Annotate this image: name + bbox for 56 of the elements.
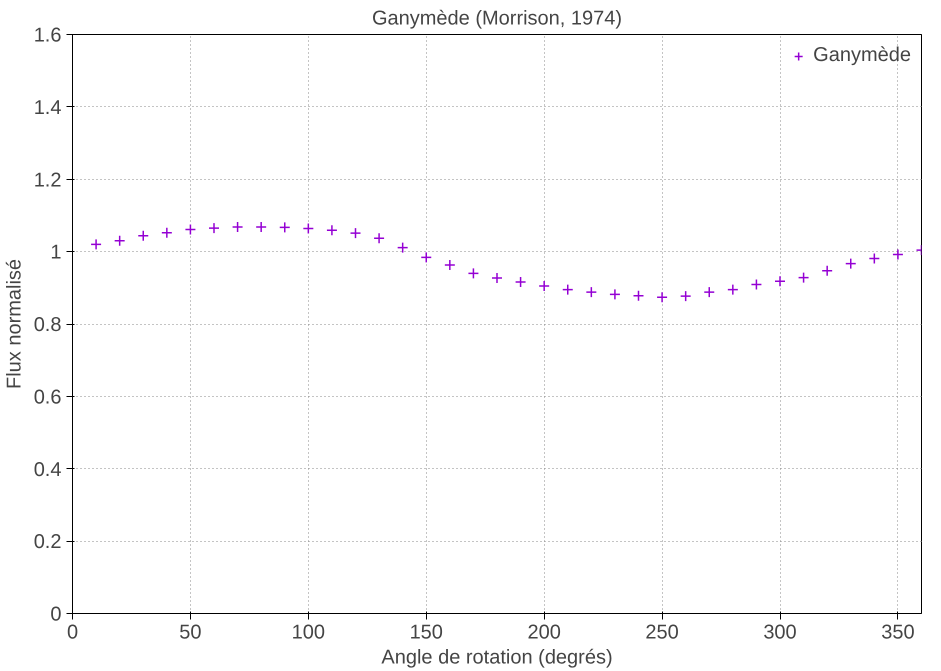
x-axis-title: Angle de rotation (degrés): [381, 646, 613, 668]
point: [350, 227, 362, 239]
point: [255, 221, 267, 233]
x-tick-label: 350: [881, 622, 915, 644]
x-tick-label: 0: [66, 622, 78, 644]
y-tick-label: 1.4: [34, 96, 62, 119]
point: [821, 265, 833, 277]
y-tick-label: 0.8: [34, 314, 62, 336]
x-tick-label: 200: [527, 622, 561, 644]
point: [727, 284, 739, 296]
point: [632, 290, 644, 302]
x-tick-label: 100: [292, 622, 326, 644]
point: [138, 230, 149, 242]
x-tick-label: 300: [763, 622, 797, 644]
point: [798, 272, 810, 284]
point: [373, 232, 385, 244]
point: [750, 278, 762, 290]
point: [774, 276, 786, 288]
point: [444, 259, 456, 271]
x-tick-label: 250: [645, 622, 679, 644]
point: [562, 284, 574, 296]
point: [114, 235, 126, 247]
point: [586, 286, 598, 298]
point: [420, 252, 432, 264]
point: [491, 272, 503, 284]
point: [184, 224, 196, 236]
y-tick-label: 0.4: [34, 458, 62, 481]
y-tick-label: 0.6: [34, 386, 62, 408]
point: [868, 252, 880, 264]
point: [396, 242, 408, 254]
point: [90, 238, 102, 250]
x-tick-label: 50: [179, 622, 202, 644]
point: [279, 222, 290, 234]
y-tick-label: 1.6: [34, 24, 62, 46]
point: [609, 288, 621, 300]
point: [326, 224, 338, 236]
x-tick-label: 150: [410, 622, 443, 644]
point: [468, 268, 480, 280]
point: [680, 290, 692, 302]
y-tick-label: 0: [50, 604, 62, 626]
point: [538, 280, 550, 292]
point: [845, 258, 856, 270]
y-tick-label: 1.2: [34, 169, 62, 192]
legend-label: Ganymède: [813, 44, 911, 67]
point: [892, 248, 904, 260]
point: [208, 222, 220, 234]
chart-title: Ganymède (Morrison, 1974): [372, 8, 622, 30]
point: [302, 222, 314, 234]
y-tick-label: 1: [50, 242, 62, 264]
point: [514, 276, 526, 288]
point: [161, 227, 173, 239]
y-tick-label: 0.2: [34, 531, 62, 554]
point: [232, 221, 244, 233]
point: [656, 291, 668, 303]
y-axis-title: Flux normalisé: [4, 258, 26, 390]
point: [704, 286, 715, 298]
